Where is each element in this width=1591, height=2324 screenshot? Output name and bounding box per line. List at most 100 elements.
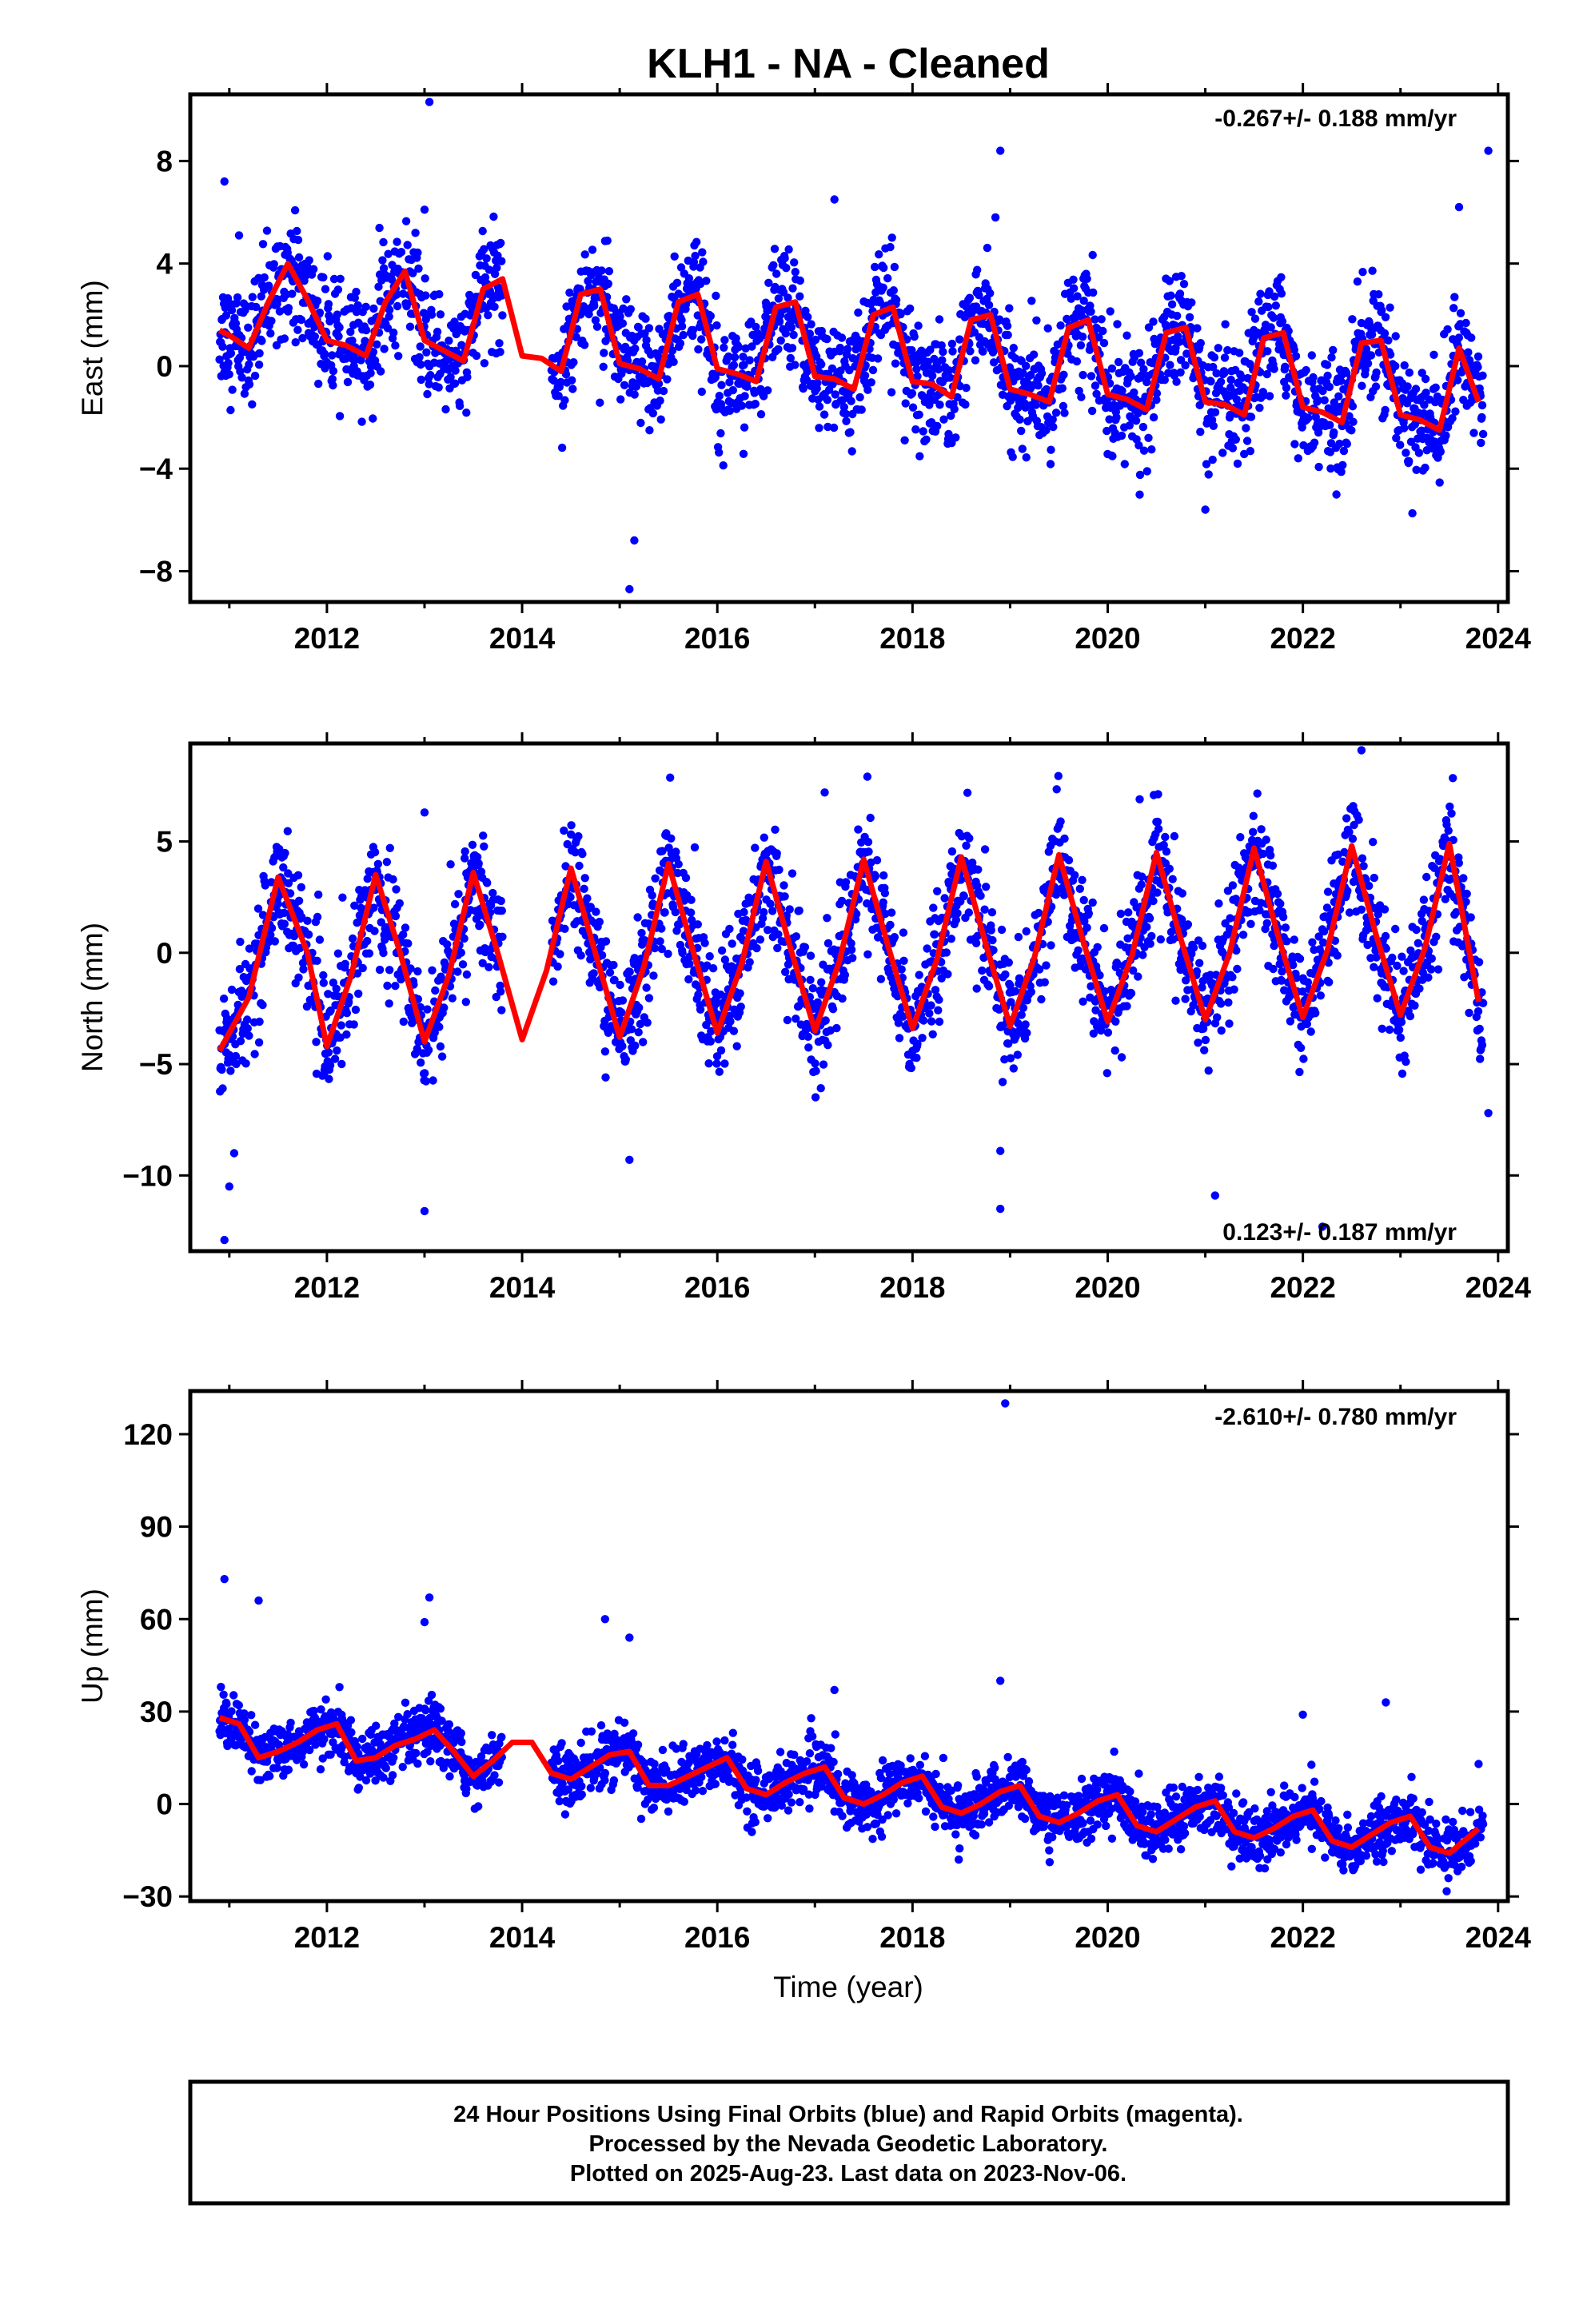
north-data-point	[720, 1059, 728, 1067]
east-data-point	[847, 397, 855, 405]
north-data-point	[963, 789, 971, 797]
north-data-point	[438, 1052, 446, 1060]
east-data-point	[638, 357, 646, 365]
north-data-point	[236, 938, 244, 946]
north-data-point	[1342, 814, 1350, 822]
east-data-point	[909, 404, 917, 412]
east-data-point	[746, 356, 754, 364]
east-rate-label: -0.267+/- 0.188 mm/yr	[1214, 106, 1457, 132]
east-data-point	[1402, 448, 1410, 456]
north-data-point	[867, 814, 875, 822]
north-data-point	[886, 921, 894, 929]
north-data-point	[811, 1059, 819, 1067]
north-data-point	[823, 914, 831, 922]
north-data-point	[1078, 876, 1086, 884]
north-data-point	[609, 961, 617, 969]
east-data-point	[248, 401, 256, 409]
north-data-point	[773, 944, 781, 952]
east-data-point	[568, 377, 576, 385]
east-data-point	[1017, 427, 1025, 435]
east-data-point	[328, 351, 336, 359]
north-data-point	[707, 1038, 715, 1046]
east-data-point	[293, 326, 301, 334]
north-data-point	[1065, 856, 1073, 864]
north-data-point	[1047, 941, 1055, 949]
north-data-point	[934, 1007, 942, 1015]
east-data-point	[780, 254, 788, 262]
north-data-point	[694, 991, 702, 999]
east-data-point	[1272, 301, 1280, 309]
east-outlier-point	[831, 195, 839, 203]
east-data-point	[422, 349, 430, 357]
north-data-point	[451, 900, 459, 908]
north-data-point	[1170, 832, 1178, 840]
north-data-point	[760, 834, 768, 842]
north-data-point	[1370, 963, 1378, 971]
east-data-point	[1077, 341, 1085, 349]
north-data-point	[437, 1042, 445, 1050]
north-data-point	[484, 963, 492, 971]
east-data-point	[951, 405, 959, 413]
north-data-point	[891, 933, 899, 941]
north-data-point	[899, 957, 907, 965]
east-data-point	[716, 392, 724, 400]
north-data-point	[1246, 920, 1254, 928]
north-data-point	[766, 899, 774, 907]
east-data-point	[1221, 320, 1229, 328]
north-data-point	[1149, 897, 1157, 905]
east-data-point	[1254, 297, 1262, 305]
east-data-point	[1032, 317, 1040, 325]
north-data-point	[756, 935, 764, 943]
north-data-point	[666, 774, 674, 782]
east-data-point	[939, 348, 947, 356]
north-data-point	[401, 923, 409, 931]
east-data-point	[642, 336, 650, 344]
north-data-point	[1205, 1066, 1213, 1074]
north-data-point	[1195, 959, 1203, 967]
east-data-point	[293, 227, 301, 235]
east-data-point	[1282, 384, 1290, 392]
east-data-point	[1340, 447, 1348, 455]
east-data-point	[414, 265, 422, 273]
east-y-tick-label: −8	[139, 556, 173, 588]
north-data-point	[972, 939, 980, 947]
east-data-point	[498, 311, 506, 319]
north-data-point	[1349, 835, 1357, 843]
east-data-point	[971, 357, 979, 365]
east-data-point	[792, 268, 799, 276]
east-data-point	[697, 335, 705, 343]
north-data-point	[740, 908, 748, 916]
north-data-point	[1218, 1026, 1226, 1034]
north-data-point	[925, 1009, 933, 1017]
north-data-point	[299, 965, 307, 973]
east-data-point	[605, 267, 613, 275]
north-data-point	[1214, 899, 1222, 907]
north-data-point	[457, 949, 465, 957]
east-data-point	[671, 253, 679, 261]
north-data-point	[578, 850, 586, 858]
east-data-point	[892, 296, 900, 304]
east-data-point	[560, 396, 568, 404]
north-data-point	[841, 971, 849, 979]
east-data-point	[1450, 293, 1458, 301]
east-data-point	[772, 269, 780, 277]
north-data-point	[988, 908, 996, 916]
north-data-point	[354, 990, 362, 998]
east-data-point	[226, 406, 234, 414]
north-data-point	[1434, 965, 1442, 973]
east-data-point	[1441, 432, 1449, 440]
east-data-point	[1088, 407, 1096, 415]
north-data-point	[429, 1076, 437, 1084]
north-data-point	[998, 926, 1006, 934]
north-data-point	[1282, 937, 1290, 945]
north-data-point	[1370, 874, 1378, 882]
north-data-point	[560, 827, 568, 835]
north-data-point	[556, 950, 564, 958]
east-data-point	[441, 405, 449, 413]
north-data-point	[718, 947, 726, 955]
east-data-point	[249, 293, 257, 301]
north-data-point	[667, 835, 675, 843]
east-data-point	[619, 319, 627, 327]
north-data-point	[737, 1003, 745, 1011]
